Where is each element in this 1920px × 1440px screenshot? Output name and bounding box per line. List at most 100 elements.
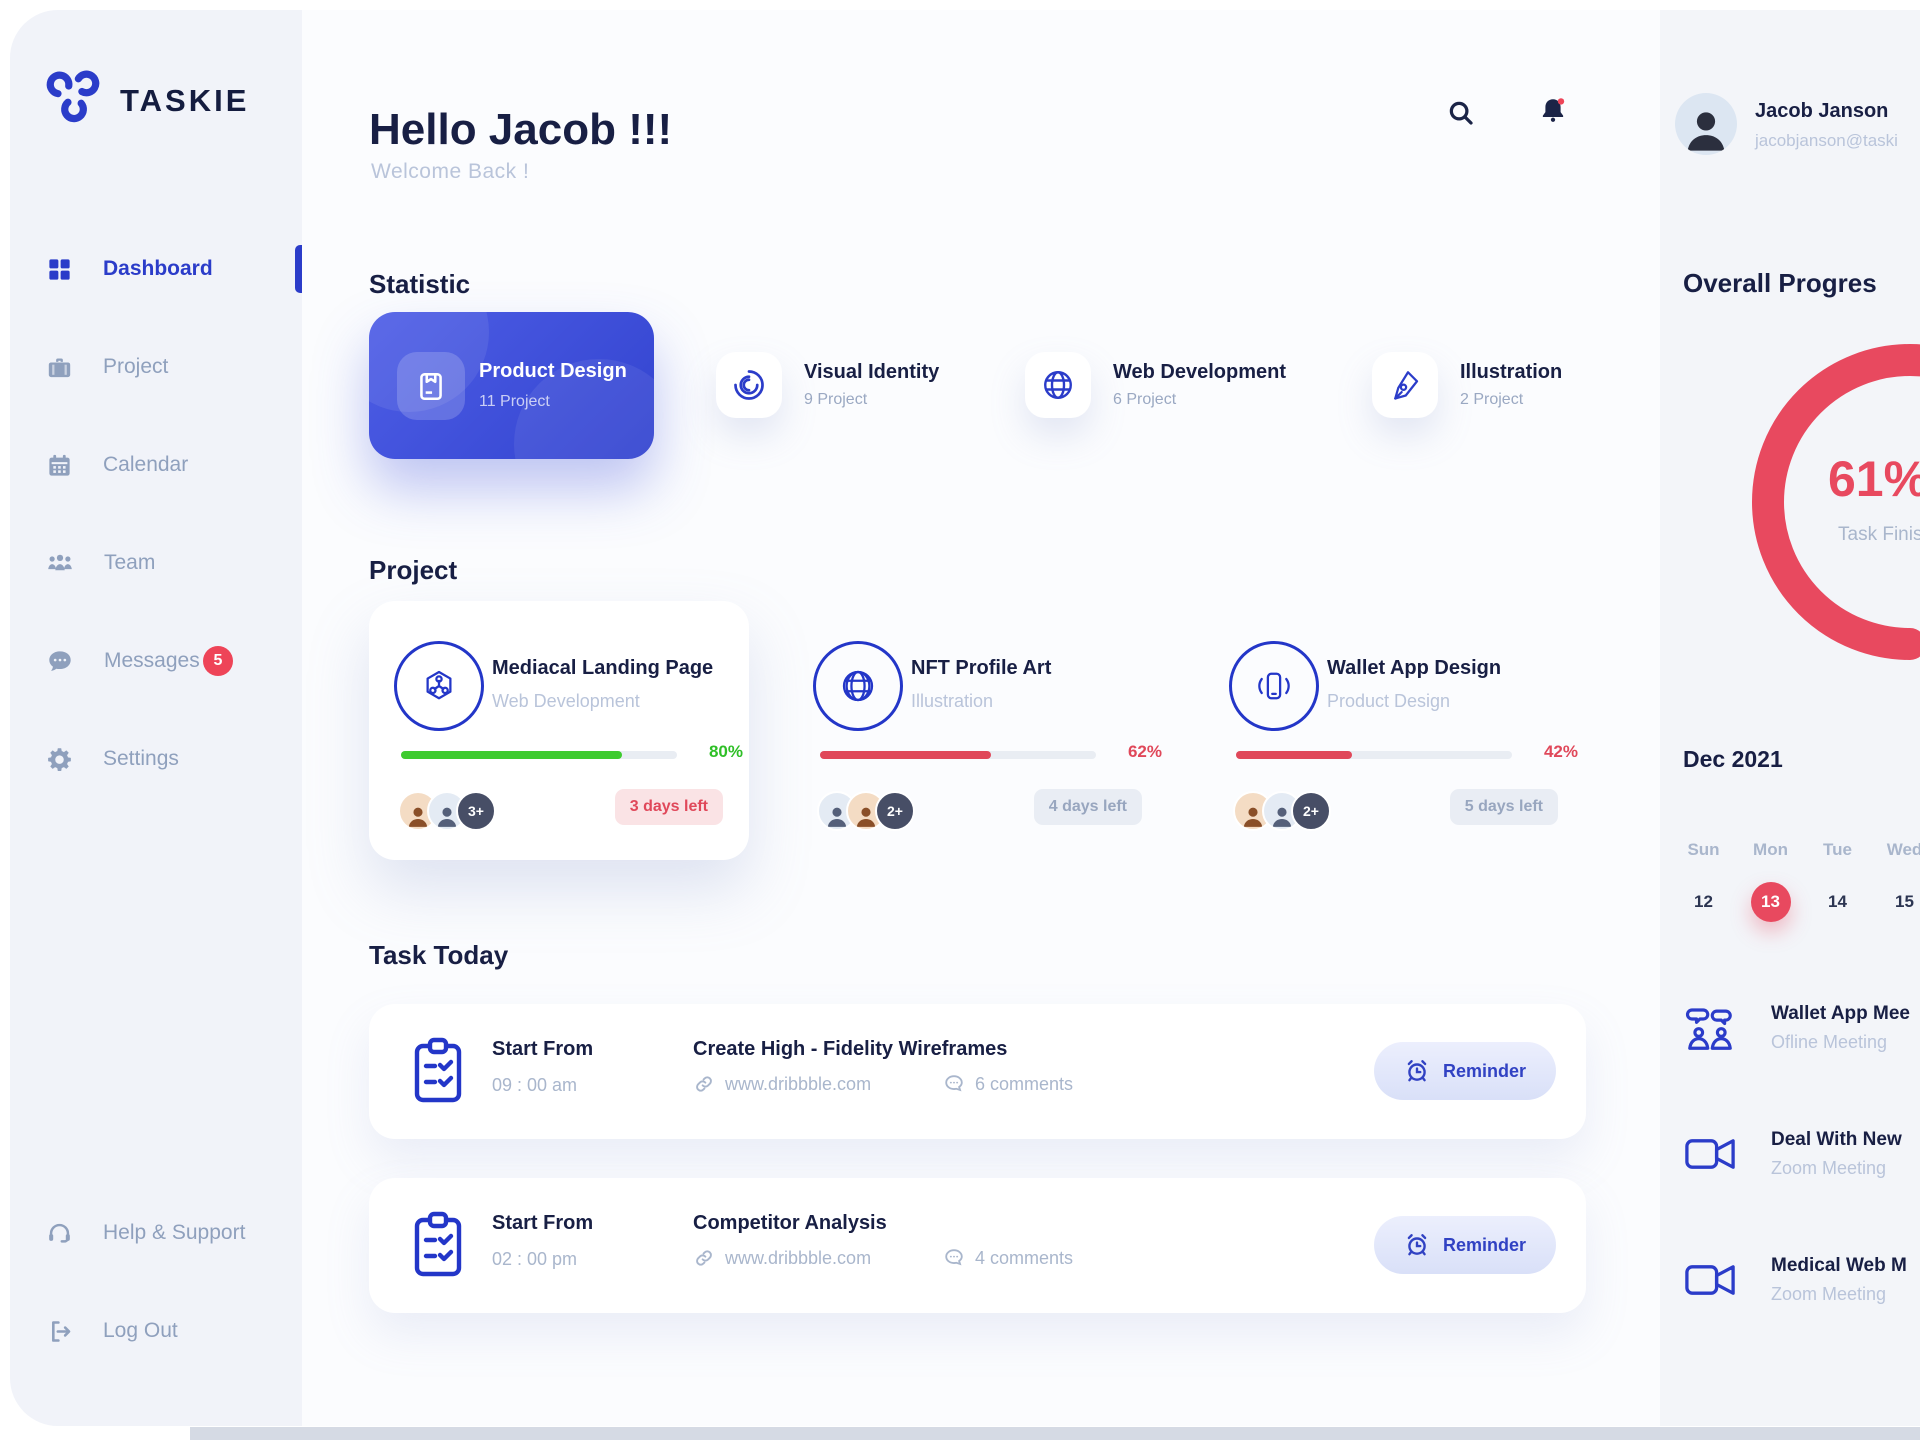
globe-grid-icon [842,670,874,702]
due-badge: 3 days left [614,789,723,825]
stat-card-web-development[interactable]: Web Development 6 Project [1025,352,1286,418]
calendar-date-selected[interactable]: 13 [1737,882,1804,922]
meeting-subtitle: Zoom Meeting [1771,1158,1887,1178]
alarm-clock-icon [1407,1060,1427,1082]
project-card-title: NFT Profile Art [911,657,1052,679]
stat-card-product-design[interactable]: Product Design 11 Project [369,312,654,459]
sidebar-item-label: Settings [103,747,179,770]
reminder-button[interactable]: Reminder [1373,1216,1556,1274]
task-title: Create High - Fidelity Wireframes [693,1038,1008,1060]
sidebar-item-settings[interactable]: Settings [0,733,302,785]
page-greeting: Hello Jacob !!! [369,105,673,155]
task-row[interactable]: Start From 09 : 00 am Create High - Fide… [369,1004,1586,1139]
project-card-title: Mediacal Landing Page [492,657,714,679]
progress-fill [401,751,622,759]
notes-icon [420,373,442,401]
project-card-title: Wallet App Design [1327,657,1502,679]
task-today-title: Task Today [369,939,509,970]
stat-card-visual-identity[interactable]: Visual Identity 9 Project [716,352,939,418]
search-icon [1449,101,1473,125]
overall-progress-title: Overall Progres [1683,267,1877,298]
task-link-text: www.dribbble.com [725,1247,872,1268]
reminder-button[interactable]: Reminder [1373,1042,1556,1100]
task-comments[interactable]: 6 comments [943,1073,1073,1095]
people-meeting-icon [1685,1008,1732,1050]
stat-card-title: Visual Identity [804,361,940,383]
statistic-title: Statistic [369,268,471,299]
meeting-title: Wallet App Mee [1771,1003,1910,1024]
project-card-nft-profile-art[interactable]: NFT Profile Art Illustration 62% 2+ 4 da… [788,601,1168,860]
progress-track [1236,751,1512,759]
video-camera-icon [1685,1139,1735,1169]
stat-card-illustration[interactable]: Illustration 2 Project [1372,352,1562,418]
video-camera-icon [1685,1265,1735,1295]
project-card-wallet-app-design[interactable]: Wallet App Design Product Design 42% 2+ … [1204,601,1584,860]
meeting-item[interactable]: Medical Web M Zoom Meeting [1683,1248,1907,1312]
sidebar-item-team[interactable]: Team [0,537,302,589]
link-icon [696,1076,712,1092]
sidebar-item-logout[interactable]: Log Out [0,1305,302,1357]
task-link-text: www.dribbble.com [725,1073,872,1094]
day-header: Sun [1687,840,1720,859]
project-icon-circle [813,641,903,731]
sidebar-item-dashboard[interactable]: Dashboard [0,243,302,295]
member-avatars: 2+ [1233,791,1331,831]
notifications-button[interactable] [1530,88,1576,134]
gear-icon [48,747,71,771]
bottom-edge-bar [190,1427,1920,1440]
stat-icon-tile [716,352,782,418]
stat-icon-tile [1372,352,1438,418]
comment-icon [945,1075,963,1092]
messages-badge: 5 [203,646,233,676]
sidebar-footer: Help & Support Log Out [0,1207,302,1403]
sidebar-item-label: Log Out [103,1319,178,1342]
search-button[interactable] [1438,90,1484,136]
day-header: Wed [1886,840,1920,859]
due-badge: 5 days left [1449,789,1558,825]
meeting-item[interactable]: Deal With New Zoom Meeting [1683,1122,1902,1186]
alarm-clock-icon [1407,1234,1427,1256]
sidebar-item-label: Calendar [103,453,189,476]
swirl-icon [734,370,764,400]
task-row[interactable]: Start From 02 : 00 pm Competitor Analysi… [369,1178,1586,1313]
task-start-time: 09 : 00 am [492,1075,578,1095]
meeting-title: Medical Web M [1771,1255,1907,1276]
calendar-date[interactable]: 15 [1895,892,1914,911]
progress-fill [1236,751,1352,759]
overall-progress-percent: 61% [1828,451,1920,507]
project-card-category: Web Development [492,691,640,711]
sidebar-item-messages[interactable]: Messages 5 [0,635,302,687]
chat-icon [49,650,71,671]
stat-card-title: Product Design [479,360,627,382]
pen-icon [1394,371,1419,400]
welcome-subtitle: Welcome Back ! [371,160,530,183]
task-link[interactable]: www.dribbble.com [693,1247,871,1269]
stat-card-count: 11 Project [479,393,550,410]
sidebar-item-calendar[interactable]: Calendar [0,439,302,491]
notification-dot [1557,98,1565,105]
calendar-day-headers: Sun Mon Tue Wed [1670,840,1920,860]
sidebar-item-label: Messages [104,649,200,672]
sidebar-item-label: Dashboard [103,257,213,280]
extra-members-badge: 2+ [1291,791,1331,831]
stat-card-title: Web Development [1113,361,1286,383]
meeting-item[interactable]: Wallet App Mee Ofline Meeting [1683,996,1910,1060]
reminder-label: Reminder [1442,1060,1526,1081]
clipboard-task-icon [414,1211,462,1277]
calendar-date[interactable]: 12 [1694,892,1713,911]
progress-track [401,751,677,759]
brand-logo: TASKIE [42,70,249,132]
sidebar-item-project[interactable]: Project [0,341,302,393]
task-comments[interactable]: 4 comments [943,1247,1073,1269]
link-icon [696,1250,712,1266]
task-comments-text: 6 comments [975,1073,1074,1094]
calendar-date[interactable]: 14 [1828,892,1847,911]
task-start-time: 02 : 00 pm [492,1249,578,1269]
brand-name: TASKIE [120,83,250,118]
project-card-mediacal-landing[interactable]: Mediacal Landing Page Web Development 80… [369,601,749,860]
user-avatar[interactable] [1675,93,1737,155]
project-progress-label: 80% [708,742,743,761]
task-link[interactable]: www.dribbble.com [693,1073,871,1095]
due-badge: 4 days left [1033,789,1142,825]
sidebar-item-help-support[interactable]: Help & Support [0,1207,302,1259]
